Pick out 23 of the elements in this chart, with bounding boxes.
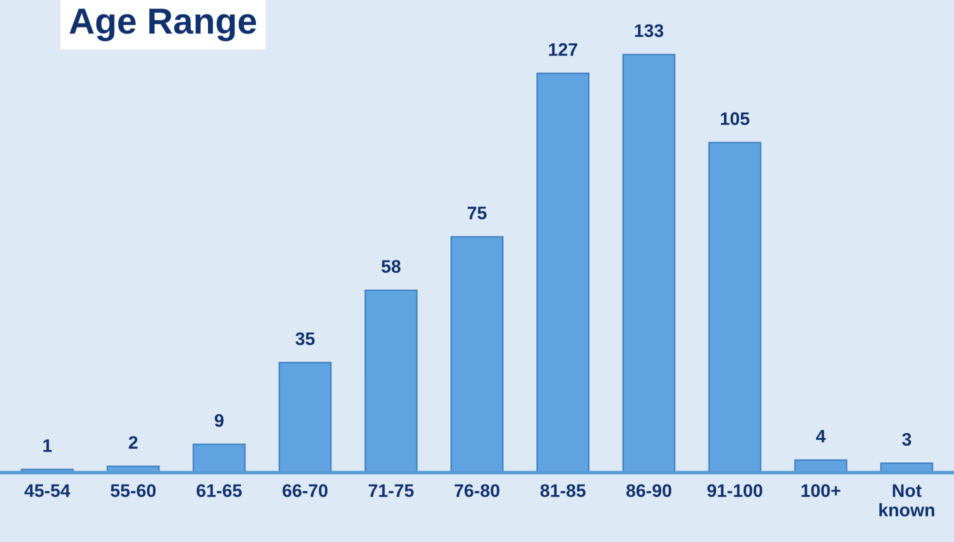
x-tick-label: 76-80 — [454, 484, 500, 497]
data-label: 133 — [634, 24, 664, 38]
data-label: 1 — [43, 439, 52, 452]
x-tick-label: 81-85 — [540, 484, 586, 497]
x-tick-label: 100+ — [802, 484, 840, 497]
x-tick-label: 55-60 — [110, 484, 156, 497]
data-label: 9 — [214, 414, 224, 427]
x-tick-label: Not known — [879, 484, 934, 516]
data-label: 127 — [549, 43, 578, 56]
data-label: 35 — [295, 332, 315, 346]
x-tick-label: 86-90 — [626, 484, 672, 497]
data-label: 4 — [816, 430, 826, 442]
x-tick-label: 66-70 — [282, 484, 328, 497]
data-label: 2 — [128, 436, 138, 449]
x-tick-label: 61-65 — [196, 484, 242, 497]
chart-title: Age Range — [70, 8, 256, 42]
x-tick-label: 45-54 — [24, 484, 70, 497]
data-label: 3 — [902, 432, 912, 446]
data-label: 75 — [468, 206, 487, 220]
data-label: 105 — [720, 112, 750, 126]
x-tick-label: 71-75 — [368, 484, 414, 497]
data-label: 58 — [382, 260, 401, 273]
x-tick-label: 91-100 — [707, 484, 762, 497]
